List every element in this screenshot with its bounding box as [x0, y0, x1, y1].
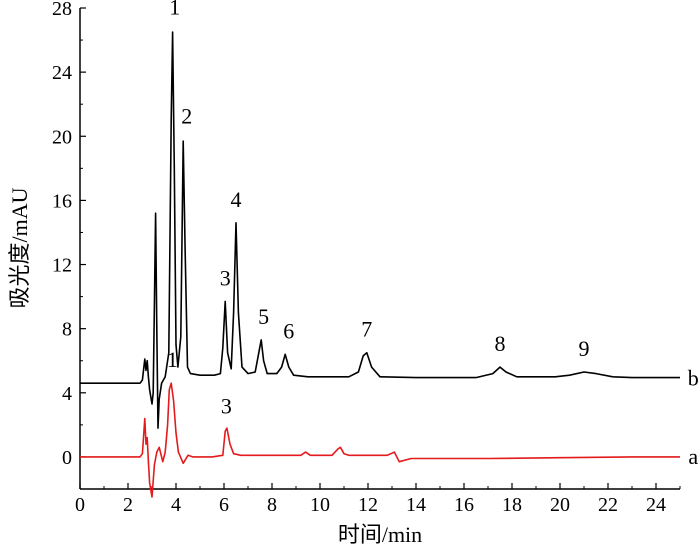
peak-label: 8	[495, 331, 506, 356]
x-tick-label: 24	[646, 494, 666, 516]
peak-label: 1	[167, 347, 178, 372]
peak-label: 3	[221, 394, 232, 419]
y-tick-label: 8	[62, 319, 72, 341]
peak-label: 7	[361, 317, 372, 342]
series-label: b	[688, 365, 699, 390]
y-tick-label: 24	[52, 62, 72, 84]
y-tick-label: 16	[52, 190, 72, 212]
x-tick-label: 2	[123, 494, 133, 516]
series-line-b	[80, 31, 680, 429]
y-tick-label: 12	[52, 255, 72, 277]
peak-label: 3	[220, 265, 231, 290]
x-tick-label: 22	[598, 494, 618, 516]
y-tick-label: 0	[62, 447, 72, 469]
series-line-a	[80, 382, 680, 498]
series-label: a	[688, 444, 698, 469]
peak-label: 9	[579, 336, 590, 361]
x-tick-label: 10	[310, 494, 330, 516]
y-ticks: 0 4 8 12 16 20 24 28	[52, 0, 86, 490]
x-tick-label: 4	[171, 494, 181, 516]
y-tick-label: 28	[52, 0, 72, 20]
x-tick-label: 16	[454, 494, 474, 516]
x-tick-label: 8	[267, 494, 277, 516]
x-axis-title: 时间/min	[338, 522, 422, 547]
x-tick-label: 14	[406, 494, 426, 516]
x-tick-label: 18	[502, 494, 522, 516]
y-axis-title: 吸光度/mAU	[7, 187, 32, 308]
peak-label: 2	[181, 103, 192, 128]
series-labels: ba	[688, 365, 699, 469]
peak-labels: 1 2 3 4 56 7 8 9 1 3	[167, 0, 590, 419]
y-tick-label: 4	[62, 383, 72, 405]
x-tick-label: 0	[75, 494, 85, 516]
peak-label: 5	[258, 304, 269, 329]
x-tick-label: 20	[550, 494, 570, 516]
x-tick-label: 12	[358, 494, 378, 516]
series-lines	[80, 31, 680, 498]
peak-label: 4	[231, 187, 242, 212]
peak-label: 6	[283, 318, 294, 343]
x-tick-label: 6	[219, 494, 229, 516]
x-ticks: 0 2 4 6 8 10 12 14 16 18 20 22 24	[75, 483, 681, 516]
peak-label: 1	[169, 0, 180, 19]
y-tick-label: 20	[52, 126, 72, 148]
